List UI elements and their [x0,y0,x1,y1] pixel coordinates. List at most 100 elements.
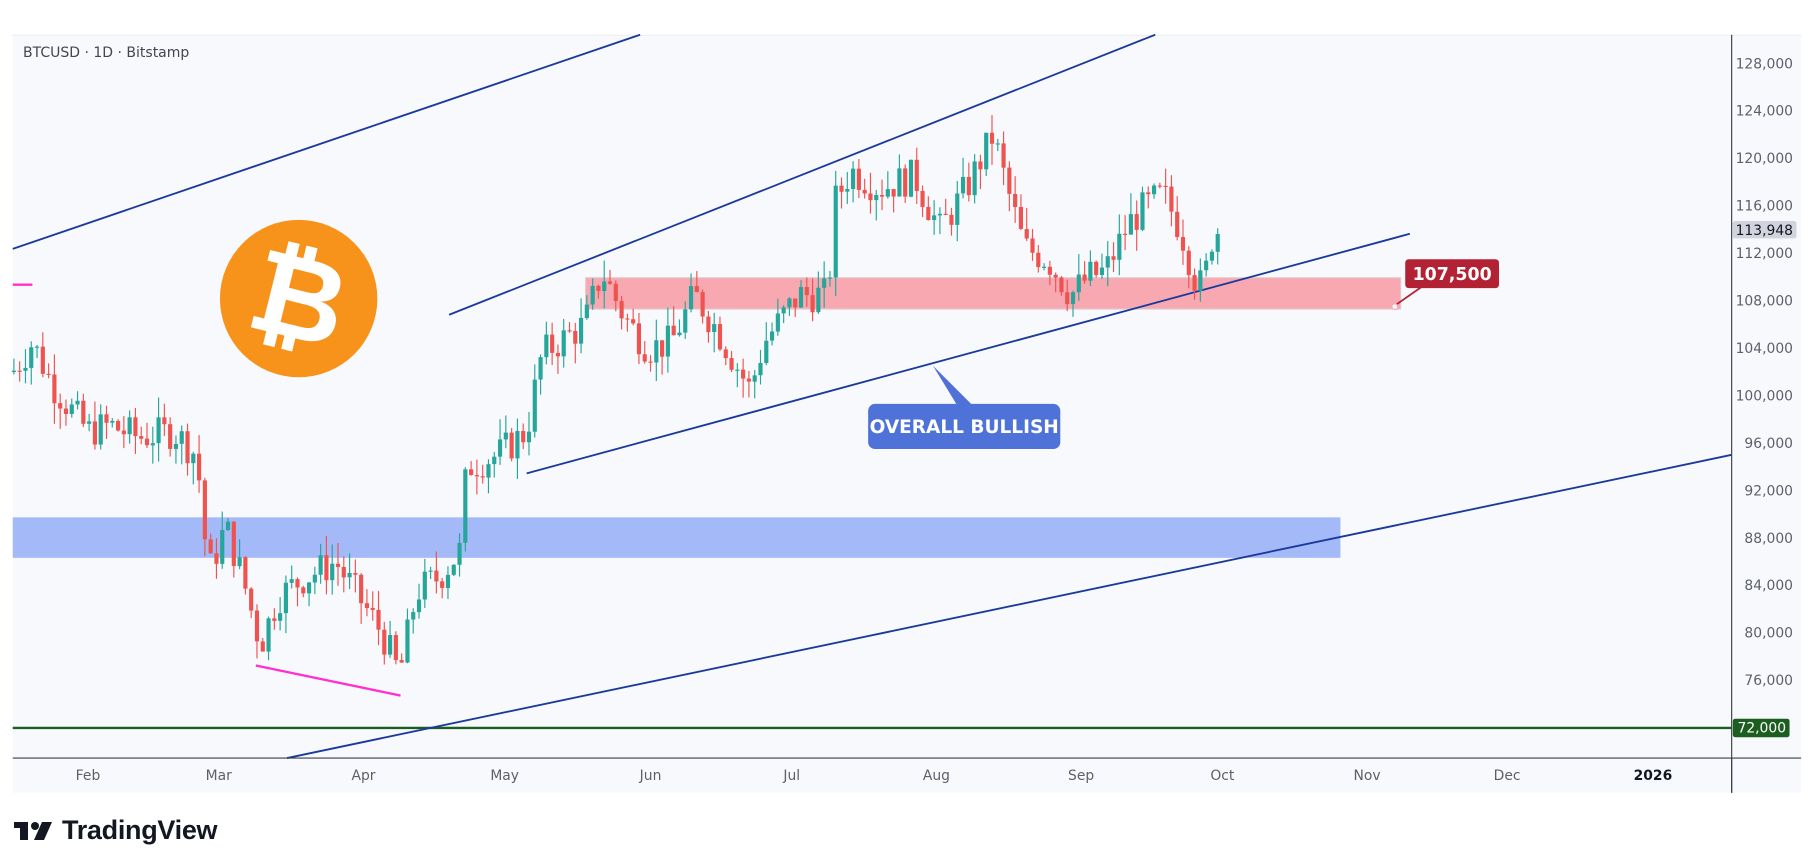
candle [839,185,844,192]
candle [127,417,132,435]
candle [984,132,989,170]
candle [382,629,387,655]
candle [966,176,971,196]
price-tick-label: 96,000 [1744,436,1793,452]
candle [555,352,561,357]
candle [110,420,115,423]
candle [833,185,838,278]
candle [845,188,850,192]
tradingview-brand[interactable]: TradingView [14,815,218,846]
time-tick-label: Jul [782,768,800,784]
candle [741,369,746,379]
candle [1134,214,1139,230]
candle [440,581,445,588]
candle [972,161,977,196]
candle [926,206,931,221]
candle [81,400,86,424]
magenta-trendlines[interactable] [12,283,401,697]
candle [885,189,890,197]
candle [642,354,647,362]
candle [1001,143,1006,168]
candle [451,564,456,575]
candle [1180,237,1186,251]
tradingview-logo-icon [14,821,52,840]
time-tick-label: Dec [1494,768,1521,784]
price-axis[interactable]: 128,000 124,000 120,000 116,000 112,000 108,0… [1731,34,1797,793]
candle [92,421,98,445]
channel-lines[interactable] [12,33,1732,759]
candle [1140,192,1145,230]
candle [712,324,717,333]
candlestick-series [11,115,1220,665]
candle [104,414,109,423]
candle [775,313,780,332]
candle [787,298,792,308]
candle [202,480,207,540]
price-tick-label: 104,000 [1736,341,1793,357]
price-tick-label: 100,000 [1736,388,1793,404]
candle [874,195,879,201]
candle [416,599,422,613]
candle [1088,261,1093,281]
overall-bullish-callout[interactable]: OVERALL BULLISH [868,365,1061,450]
candle [1111,256,1116,260]
candle [1157,185,1162,187]
candle [955,193,960,225]
candle [428,570,433,572]
candle [1053,274,1058,278]
candle [856,168,861,190]
current-price-badge [1732,221,1797,239]
candle [717,324,723,350]
candle [932,215,937,221]
candle [602,281,607,292]
candle [162,417,167,425]
candle [1013,193,1018,208]
candle [237,557,242,567]
candle [625,318,630,320]
time-axis[interactable]: Feb Mar Apr May Jun Jul Aug Sep Oct Nov Dec 2026 [12,757,1802,793]
candle [376,609,381,630]
candle [301,587,306,594]
level-72000-axis-label: 72,000 [1737,721,1786,737]
candle [40,346,45,374]
candle [526,431,532,443]
candle [764,340,769,364]
candle [1204,260,1209,271]
candle [908,159,914,197]
candle [995,143,1000,145]
candle [121,430,126,435]
candle [1209,251,1215,261]
candle [1192,275,1197,291]
candle [879,195,885,197]
support-zone[interactable] [585,277,1402,310]
candle [497,439,503,457]
candle [729,358,734,370]
candle [1146,192,1151,195]
candle [503,432,508,440]
candle [822,278,827,288]
candle [318,555,323,575]
symbol-title: BTCUSD · 1D · Bitstamp [23,45,190,61]
candle [648,361,653,363]
candle [173,443,179,449]
candle [937,213,942,216]
candle [463,469,468,543]
candle [1099,267,1105,275]
price-tick-label: 76,000 [1744,673,1793,689]
candle [243,557,248,589]
candle [492,456,497,465]
candle [769,331,775,341]
level-107500-label[interactable]: 107,500 [1391,259,1499,311]
candle [139,436,144,439]
time-tick-label: Aug [923,768,950,784]
candle [220,530,225,564]
candle [810,295,815,313]
candle [914,159,919,191]
candle [1163,185,1168,188]
candle [1169,186,1174,212]
candle [1059,277,1064,293]
candle [370,607,375,610]
candle [353,572,358,575]
candle [573,330,578,344]
